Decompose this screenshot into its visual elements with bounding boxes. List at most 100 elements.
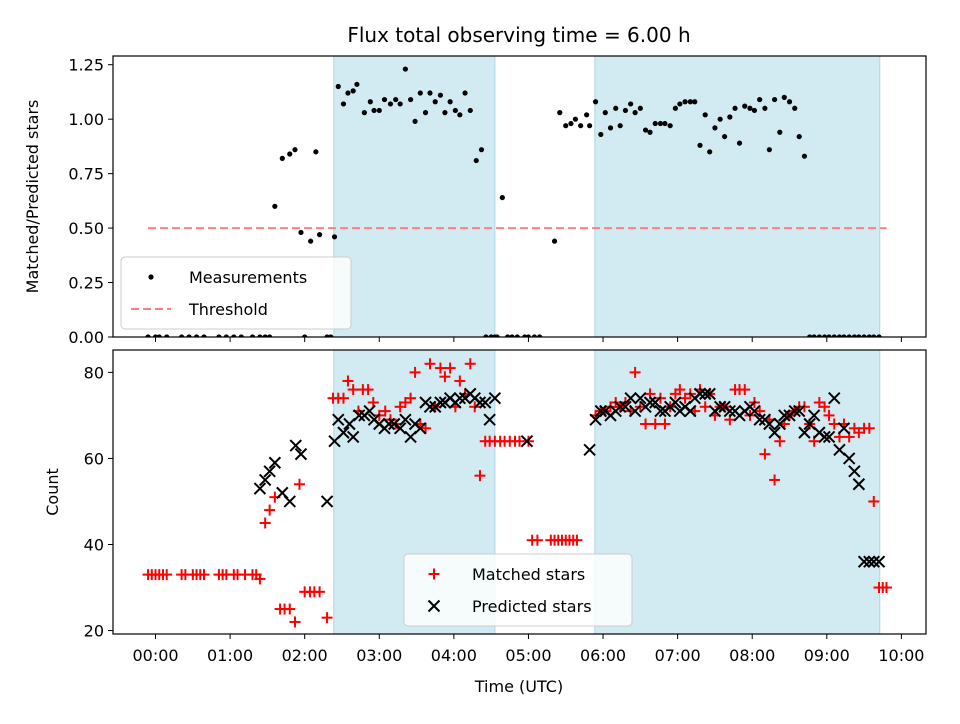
measurements-point bbox=[584, 112, 590, 118]
measurements-point bbox=[531, 334, 538, 337]
measurements-point bbox=[821, 334, 828, 337]
measurements-point bbox=[747, 105, 753, 111]
measurements-point bbox=[402, 66, 408, 72]
predicted-stars-point-b bbox=[434, 396, 447, 409]
measurements-point bbox=[473, 157, 479, 164]
predicted-stars-point bbox=[258, 473, 272, 487]
measurements-point bbox=[447, 99, 453, 105]
predicted-stars-point bbox=[423, 400, 437, 414]
measurements-point bbox=[861, 334, 867, 337]
measurements-point bbox=[557, 110, 563, 116]
predicted-stars-point bbox=[842, 452, 856, 465]
predicted-stars-point bbox=[763, 417, 776, 431]
y-tick-label: 1.25 bbox=[68, 56, 104, 75]
measurements-point bbox=[801, 153, 808, 159]
measurements-point bbox=[457, 112, 463, 118]
matched-stars-point bbox=[405, 392, 417, 404]
matched-stars-point bbox=[828, 418, 840, 430]
measurements-point bbox=[771, 96, 778, 103]
observing-window-shade bbox=[594, 55, 881, 338]
ratio-panel: 0.00 0.25 0.50 0.75 1.00 1.25 Matched/Predicte… bbox=[23, 55, 927, 347]
predicted-stars-point-b bbox=[748, 404, 761, 418]
legend-box bbox=[120, 256, 352, 330]
predicted-stars-point bbox=[863, 555, 876, 568]
predicted-stars-point bbox=[346, 430, 360, 444]
matched-stars-point bbox=[522, 435, 534, 447]
predicted-stars-point bbox=[294, 447, 308, 461]
measurements-point bbox=[598, 131, 604, 138]
predicted-stars-point-b bbox=[263, 465, 276, 478]
measurements-point bbox=[602, 110, 608, 116]
predicted-stars-point-b bbox=[414, 422, 427, 435]
predicted-stars-point bbox=[253, 482, 267, 495]
count-panel: 20 40 60 80 00:00 01:00 02:00 03:00 04:00 05:00 06… bbox=[43, 349, 927, 665]
legend: Measurements Threshold bbox=[120, 256, 352, 330]
predicted-stars-point bbox=[520, 435, 534, 448]
predicted-stars-point bbox=[703, 387, 716, 401]
y-tick-label: 0.75 bbox=[68, 165, 104, 184]
measurements-point bbox=[279, 155, 285, 161]
predicted-stars-point bbox=[792, 404, 806, 418]
measurements-point bbox=[712, 125, 718, 131]
predicted-stars-point-b bbox=[634, 391, 647, 405]
measurements-point bbox=[387, 101, 394, 107]
matched-stars-point bbox=[439, 371, 451, 383]
predicted-stars-point-b bbox=[792, 404, 806, 418]
measurements-point bbox=[328, 334, 334, 337]
legend: Matched stars Predicted stars bbox=[403, 553, 633, 627]
x-tick-label: 01:00 bbox=[207, 646, 253, 665]
measurements-point bbox=[262, 334, 268, 337]
predicted-stars-point-b bbox=[520, 435, 534, 448]
measurements-point bbox=[702, 112, 708, 118]
predicted-stars-point bbox=[478, 396, 492, 409]
predicted-stars-point bbox=[768, 426, 781, 439]
measurements-point bbox=[587, 123, 593, 129]
measurements-point bbox=[697, 142, 703, 148]
measurements-point bbox=[238, 334, 244, 337]
measurements-point bbox=[432, 99, 438, 105]
matched-stars-point bbox=[739, 384, 751, 396]
measurements-point bbox=[462, 90, 468, 96]
measurements-point bbox=[223, 334, 229, 337]
measurements-point bbox=[736, 140, 743, 146]
predicted-stars-point bbox=[723, 404, 737, 418]
predicted-stars-point-b bbox=[283, 495, 296, 508]
y-tick-label: 1.00 bbox=[68, 110, 104, 129]
predicted-stars-point bbox=[778, 409, 791, 422]
predicted-stars-point bbox=[283, 495, 296, 508]
measurements-point bbox=[751, 107, 758, 114]
predicted-stars-point bbox=[289, 439, 302, 452]
measurements-point bbox=[193, 334, 200, 337]
matched-stars-point bbox=[362, 384, 374, 396]
measurements-point bbox=[786, 99, 793, 105]
matched-stars-point bbox=[337, 392, 349, 404]
predicted-stars-point bbox=[872, 555, 886, 568]
y-tick-label: 60 bbox=[84, 449, 104, 468]
plot-area bbox=[142, 358, 892, 628]
matched-stars-point bbox=[759, 448, 771, 460]
predicted-stars-point-b bbox=[857, 555, 871, 568]
predicted-stars-point bbox=[828, 391, 841, 405]
matched-stars-point bbox=[769, 474, 781, 486]
predicted-stars-point bbox=[852, 478, 866, 491]
predicted-stars-point bbox=[624, 391, 637, 405]
predicted-stars-point-b bbox=[867, 555, 880, 568]
measurements-point bbox=[777, 129, 783, 135]
predicted-stars-point bbox=[753, 413, 766, 426]
matched-stars-point bbox=[379, 405, 391, 417]
legend-label: Measurements bbox=[189, 268, 307, 287]
matched-stars-point bbox=[314, 586, 326, 598]
measurements-point bbox=[442, 110, 448, 116]
matched-stars-point bbox=[454, 375, 466, 387]
measurements-point bbox=[831, 334, 837, 337]
predicted-stars-point-b bbox=[848, 465, 861, 478]
predicted-stars-point bbox=[393, 422, 407, 435]
matched-stars-point bbox=[823, 409, 835, 421]
predicted-stars-point bbox=[669, 396, 682, 409]
measurements-point bbox=[692, 99, 698, 105]
predicted-stars-point-b bbox=[613, 400, 627, 414]
measurements-point bbox=[632, 110, 638, 116]
measurements-point bbox=[298, 229, 304, 236]
predicted-stars-point-b bbox=[833, 443, 846, 457]
measurements-point bbox=[856, 334, 862, 337]
